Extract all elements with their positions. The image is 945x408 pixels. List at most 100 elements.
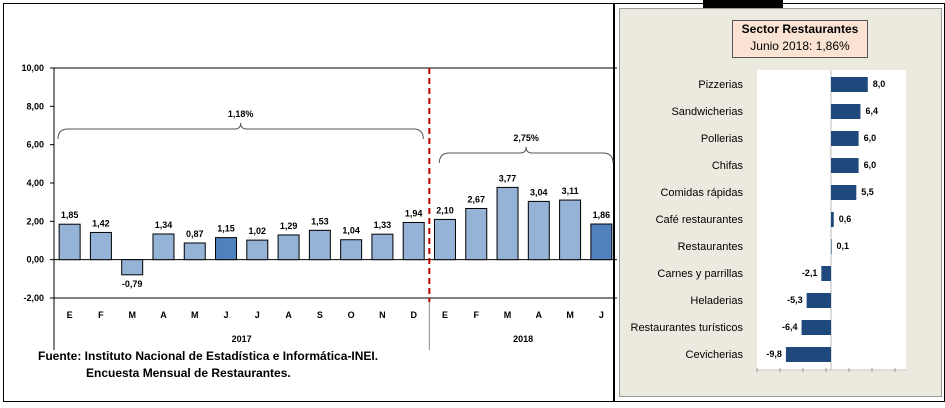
data-label: 3,77 (499, 173, 517, 183)
data-label: 1,34 (155, 220, 173, 230)
bar (433, 218, 456, 261)
x-tick-label: A (285, 310, 292, 320)
bar (340, 239, 363, 261)
data-label: 1,86 (593, 210, 611, 220)
bar (806, 293, 831, 308)
x-tick-label: M (504, 310, 512, 320)
year-label: 2018 (513, 334, 533, 344)
bar (308, 229, 331, 261)
source-line-1: Fuente: Instituto Nacional de Estadístic… (38, 349, 379, 363)
bar (785, 347, 831, 362)
data-label: 6,0 (864, 160, 877, 170)
sector-subtitle: Junio 2018: 1,86% (750, 39, 850, 53)
bar (831, 131, 859, 146)
bar (152, 233, 175, 261)
bar (89, 231, 112, 261)
category-label: Pizzerias (698, 79, 743, 91)
bar (402, 221, 425, 261)
bar (371, 233, 394, 261)
data-label: 1,29 (280, 221, 298, 231)
data-label: -0,79 (122, 279, 143, 289)
data-label: 1,85 (61, 210, 79, 220)
data-label: 0,1 (836, 241, 849, 251)
data-label: 1,94 (405, 208, 423, 218)
period-average-label: 1,18% (228, 109, 254, 119)
category-label: Carnes y parrillas (657, 268, 743, 280)
bar (183, 242, 206, 261)
x-tick-label: J (255, 310, 260, 320)
x-tick-label: S (317, 310, 323, 320)
year-label: 2017 (232, 334, 252, 344)
data-label: 6,0 (864, 133, 877, 143)
bar (246, 239, 269, 261)
x-tick-label: N (379, 310, 386, 320)
bar (559, 199, 582, 261)
x-tick-label: J (224, 310, 229, 320)
y-tick-label: 6,00 (26, 140, 44, 150)
data-label: 3,11 (562, 186, 579, 196)
bar (121, 259, 144, 276)
category-label: Café restaurantes (656, 214, 744, 226)
y-tick-label: 0,00 (26, 255, 44, 265)
bar (821, 266, 831, 281)
x-tick-label: M (191, 310, 199, 320)
top-black-tab (703, 0, 783, 8)
x-tick-label: A (536, 310, 543, 320)
category-label: Chifas (712, 160, 744, 172)
data-label: 0,6 (839, 214, 852, 224)
data-label: 0,87 (186, 229, 204, 239)
data-label: 1,42 (92, 218, 110, 228)
x-tick-label: D (410, 310, 417, 320)
x-tick-label: F (474, 310, 480, 320)
x-tick-label: A (160, 310, 167, 320)
bar (496, 186, 519, 261)
bar (831, 77, 868, 92)
data-label: 1,02 (249, 226, 267, 236)
y-tick-label: 2,00 (26, 216, 44, 226)
data-label: 2,67 (467, 194, 485, 204)
bar (465, 207, 488, 261)
data-label: -2,1 (802, 268, 818, 278)
source-line-2: Encuesta Mensual de Restaurantes. (86, 366, 291, 380)
data-label: 5,5 (861, 187, 874, 197)
bar (831, 185, 857, 200)
x-tick-label: M (566, 310, 574, 320)
category-label: Restaurantes (678, 241, 744, 253)
brace (438, 146, 614, 164)
category-label: Comidas rápidas (660, 187, 743, 199)
y-tick-label: -2,00 (23, 293, 44, 303)
sector-title-box: Sector Restaurantes Junio 2018: 1,86% (732, 20, 868, 58)
y-tick-label: 10,00 (21, 63, 44, 73)
data-label: -9,8 (766, 349, 782, 359)
bar (831, 212, 834, 227)
data-label: -6,4 (782, 322, 798, 332)
bar (277, 234, 300, 261)
data-label: 1,33 (374, 220, 392, 230)
data-label: 8,0 (873, 79, 886, 89)
source-note: Fuente: Instituto Nacional de Estadístic… (38, 348, 378, 382)
brace (57, 122, 424, 140)
y-tick-label: 8,00 (26, 101, 44, 111)
data-label: 6,4 (865, 106, 878, 116)
x-tick-label: O (348, 310, 355, 320)
monthly-bar-chart: 10,00 8,00 6,00 4,00 2,00 0,00 -2,00 1,85 E 1,42 F… (21, 63, 617, 350)
bar (215, 237, 238, 261)
bar (831, 104, 861, 119)
data-label: -5,3 (787, 295, 803, 305)
category-label: Heladerias (690, 295, 743, 307)
x-tick-label: F (98, 310, 104, 320)
category-label: Restaurantes turísticos (631, 322, 744, 334)
sector-title: Sector Restaurantes (741, 22, 859, 36)
category-label: Sandwicherias (671, 106, 743, 118)
period-average-label: 2,75% (513, 133, 539, 143)
bar (58, 223, 81, 261)
bar (527, 200, 550, 261)
bar (590, 223, 613, 261)
y-tick-label: 4,00 (26, 178, 44, 188)
x-tick-label: E (67, 310, 73, 320)
bar (831, 158, 859, 173)
data-label: 1,04 (342, 226, 360, 236)
x-tick-label: M (128, 310, 136, 320)
x-tick-label: E (442, 310, 448, 320)
